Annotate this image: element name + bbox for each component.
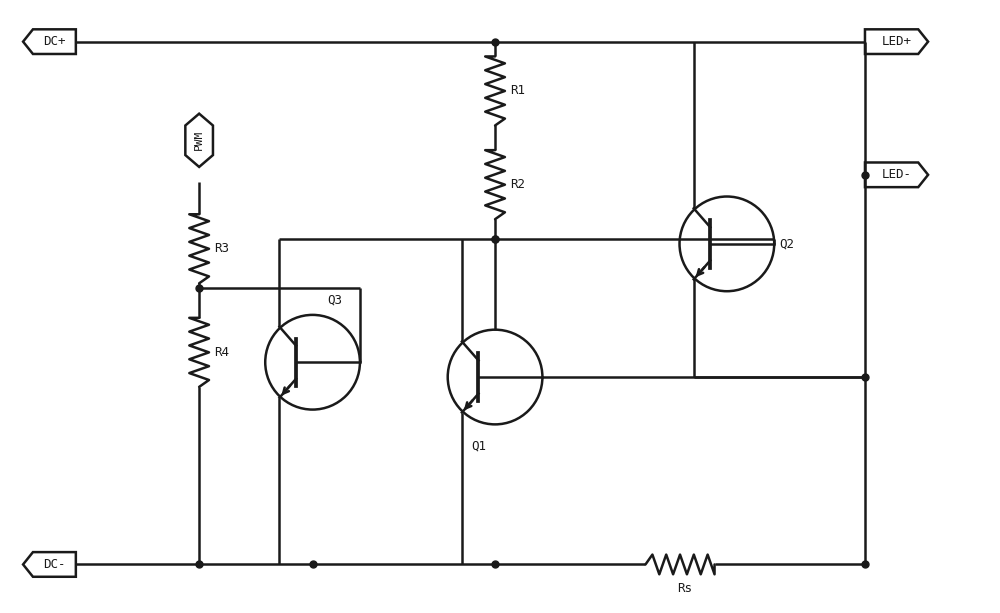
Text: Q1: Q1 <box>471 439 486 452</box>
Text: LED-: LED- <box>882 169 912 181</box>
Text: R1: R1 <box>510 85 525 97</box>
Text: R4: R4 <box>214 346 229 359</box>
Text: LED+: LED+ <box>882 35 912 48</box>
Text: R2: R2 <box>510 178 525 191</box>
Text: R3: R3 <box>214 242 229 255</box>
Text: Q3: Q3 <box>327 294 342 307</box>
Text: Rs: Rs <box>677 582 692 595</box>
Text: DC+: DC+ <box>43 35 66 48</box>
Text: DC-: DC- <box>43 558 66 571</box>
Text: PWM: PWM <box>194 130 204 150</box>
Text: Q2: Q2 <box>779 237 794 250</box>
